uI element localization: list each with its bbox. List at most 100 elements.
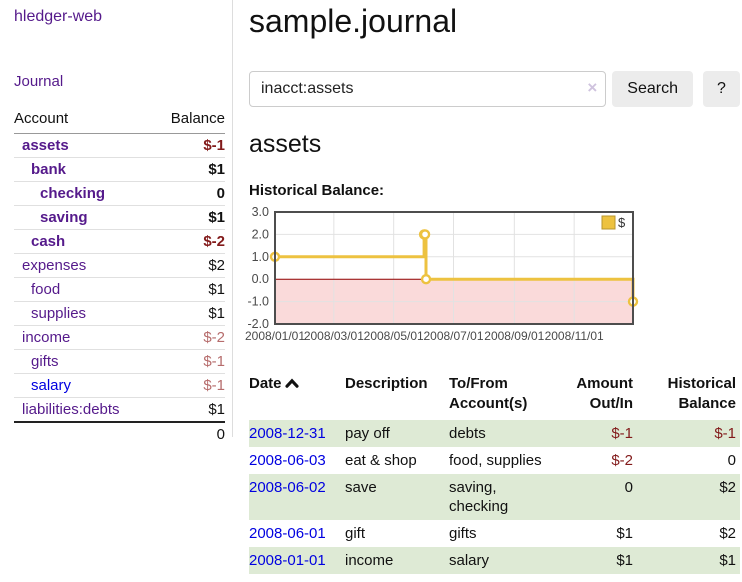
account-balance: $-2 [153, 325, 225, 350]
account-balance: $1 [153, 205, 225, 230]
transaction-amount: $-2 [611, 452, 633, 469]
account-link[interactable]: bank [31, 161, 67, 178]
y-axis-tick-label: -2.0 [247, 317, 269, 331]
register-row: 2008-06-03 eat & shop food, supplies $-2 0 [249, 447, 740, 474]
account-balance: $2 [153, 253, 225, 278]
column-header-description[interactable]: Description [345, 375, 428, 392]
sort-ascending-icon [284, 375, 299, 395]
account-row: salary $-1 [14, 373, 225, 398]
transaction-date-link[interactable]: 2008-06-01 [249, 525, 326, 542]
transaction-amount: $-1 [611, 425, 633, 442]
account-link[interactable]: food [31, 281, 61, 298]
transaction-accounts: food, supplies [449, 452, 542, 469]
register-table: Date Description To/From Account(s) Amou… [249, 372, 740, 574]
account-link[interactable]: expenses [22, 257, 87, 274]
transaction-balance: 0 [727, 452, 736, 469]
account-row: expenses $2 [14, 253, 225, 278]
column-header-amount[interactable]: Amount Out/In [576, 375, 633, 412]
account-heading: assets [249, 130, 322, 158]
register-header-row: Date Description To/From Account(s) Amou… [249, 372, 740, 420]
x-axis-tick-label: 2008/07/01 [423, 329, 483, 343]
account-balance: $-1 [153, 373, 225, 398]
register-row: 2008-01-01 income salary $1 $1 [249, 547, 740, 574]
main-content: sample.journal × Search ? assets Histori… [245, 0, 740, 574]
transaction-date-link[interactable]: 2008-12-31 [249, 425, 326, 442]
account-row: supplies $1 [14, 301, 225, 326]
accounts-table: Account Balance assets $-1 bank $1 checking 0… [14, 108, 225, 446]
account-link[interactable]: gifts [31, 353, 59, 370]
transaction-description: income [345, 552, 394, 569]
accounts-header-account: Account [14, 108, 154, 134]
x-axis-tick-label: 2008/01/01 [245, 329, 305, 343]
search-button[interactable]: Search [612, 71, 693, 107]
column-header-date-label: Date [249, 375, 282, 392]
account-link[interactable]: liabilities:debts [22, 401, 120, 418]
y-axis-tick-label: 2.0 [252, 227, 269, 241]
transaction-balance: $2 [719, 525, 736, 542]
transaction-balance: $1 [719, 552, 736, 569]
sidebar-item-journal[interactable]: Journal [14, 73, 64, 90]
x-axis-tick-label: 2008/11/01 [545, 329, 604, 343]
register-row: 2008-06-01 gift gifts $1 $2 [249, 520, 740, 547]
account-link[interactable]: salary [31, 377, 72, 394]
transaction-date-link[interactable]: 2008-06-02 [249, 479, 326, 496]
historical-balance-chart: $3.0 2.0 1.0 0.0 -1.0 -2.0 2008/01/01 2008/03/0… [245, 204, 740, 351]
account-link[interactable]: checking [40, 185, 106, 202]
transaction-date-link[interactable]: 2008-01-01 [249, 552, 326, 569]
transaction-description: save [345, 479, 377, 496]
transaction-amount: 0 [624, 479, 633, 496]
search-input[interactable] [249, 71, 607, 107]
y-axis-tick-label: 1.0 [252, 250, 269, 264]
x-axis-tick-label: 2008/05/01 [364, 329, 424, 343]
column-header-date[interactable]: Date [249, 372, 345, 420]
x-axis-tick-label: 2008/03/01 [304, 329, 364, 343]
transaction-accounts: gifts [449, 525, 477, 542]
transaction-accounts: salary [449, 552, 490, 569]
account-balance: $1 [153, 277, 225, 302]
transaction-date-link[interactable]: 2008-06-03 [249, 452, 326, 469]
accounts-header-balance: Balance [153, 108, 225, 134]
transaction-amount: $1 [616, 552, 633, 569]
clear-search-icon[interactable]: × [587, 78, 598, 97]
account-row: liabilities:debts $1 [14, 397, 225, 422]
account-link[interactable]: supplies [31, 305, 87, 322]
transaction-description: gift [345, 525, 366, 542]
account-link[interactable]: income [22, 329, 71, 346]
accounts-table-body: assets $-1 bank $1 checking 0 saving $1 cash $-2 e… [14, 134, 225, 446]
y-axis-tick-label: 3.0 [252, 205, 269, 219]
account-row: assets $-1 [14, 134, 225, 158]
app-title-link[interactable]: hledger-web [14, 8, 103, 25]
accounts-total-value: 0 [153, 421, 225, 446]
column-header-balance[interactable]: Historical Balance [667, 375, 736, 412]
x-axis-tick-label: 2008/09/01 [484, 329, 544, 343]
data-point-marker [420, 273, 432, 285]
account-link[interactable]: cash [31, 233, 66, 250]
account-row: income $-2 [14, 325, 225, 350]
chart-legend: $ [601, 215, 626, 230]
account-row: food $1 [14, 277, 225, 302]
transaction-balance: $-1 [714, 425, 736, 442]
transaction-balance: $2 [719, 479, 736, 496]
account-balance: $1 [153, 301, 225, 326]
y-axis-tick-label: -1.0 [247, 295, 269, 309]
search-form: × Search ? [249, 71, 740, 107]
register-table-body: 2008-12-31 pay off debts $-1 $-1 2008-06-03 ea… [249, 420, 740, 574]
account-row: gifts $-1 [14, 349, 225, 374]
account-balance: $-2 [153, 229, 225, 254]
column-header-account[interactable]: To/From Account(s) [449, 375, 528, 412]
transaction-accounts: debts [449, 425, 486, 442]
account-link[interactable]: saving [40, 209, 88, 226]
account-link[interactable]: assets [22, 137, 69, 154]
account-row: bank $1 [14, 157, 225, 182]
accounts-header-row: Account Balance [14, 108, 225, 134]
legend-label: $ [618, 215, 626, 230]
page-title: sample.journal [249, 3, 458, 39]
register-row: 2008-06-02 save saving, checking 0 $2 [249, 474, 740, 520]
account-balance: $1 [153, 397, 225, 422]
chart-title: Historical Balance: [249, 182, 385, 199]
legend-swatch [601, 215, 616, 230]
accounts-total-row: 0 [14, 421, 225, 446]
plot-border [274, 211, 634, 325]
register-row: 2008-12-31 pay off debts $-1 $-1 [249, 420, 740, 447]
search-help-button[interactable]: ? [703, 71, 740, 107]
